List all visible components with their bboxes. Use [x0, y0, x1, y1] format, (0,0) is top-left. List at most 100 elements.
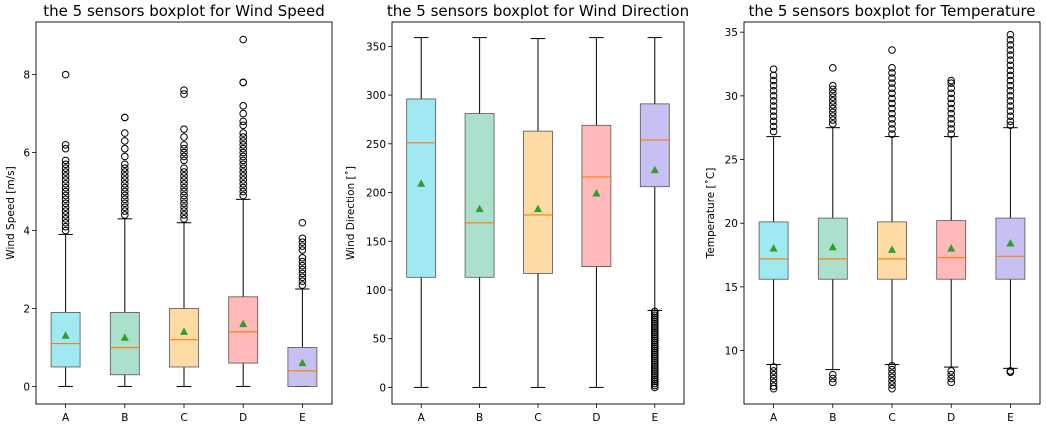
outlier-point — [769, 363, 778, 371]
outlier-point — [61, 172, 70, 180]
box-B — [817, 64, 848, 387]
x-tick-label: D — [239, 412, 247, 424]
outlier-point — [121, 191, 129, 200]
outlier-point — [769, 117, 778, 126]
outlier-point — [769, 382, 778, 390]
outlier-point — [298, 281, 307, 289]
outlier-point — [651, 323, 659, 331]
x-tick-label: A — [62, 412, 70, 424]
outlier-point — [61, 187, 70, 196]
outlier-point — [61, 218, 70, 227]
outlier-point — [888, 69, 896, 77]
mean-marker — [947, 244, 956, 252]
outlier-point — [298, 269, 307, 278]
outlier-point — [888, 74, 896, 82]
outlier-point — [1006, 30, 1015, 39]
outlier-point — [888, 84, 896, 93]
outlier-point — [947, 370, 956, 379]
outlier-point — [769, 367, 778, 375]
outlier-point — [239, 168, 247, 176]
outlier-point — [1006, 102, 1015, 110]
y-tick-label: 100 — [366, 285, 386, 297]
outlier-point — [180, 199, 188, 208]
mean-marker — [120, 333, 129, 341]
outlier-point — [180, 172, 188, 180]
mean-marker — [417, 179, 426, 187]
outlier-point — [829, 81, 837, 90]
outlier-point — [61, 226, 70, 235]
outlier-point — [239, 164, 247, 172]
outlier-point — [888, 94, 896, 103]
box-body — [287, 347, 318, 387]
outlier-point — [298, 277, 307, 286]
box-B — [464, 37, 495, 388]
y-tick-label: 15 — [725, 282, 738, 294]
outlier-point — [121, 129, 129, 137]
outlier-point — [947, 79, 956, 87]
chart-panel-2: the 5 sensors boxplot for Wind Direction… — [345, 2, 689, 424]
outlier-point — [651, 383, 659, 392]
y-tick-label: 300 — [366, 90, 386, 102]
box-D — [936, 76, 967, 387]
outlier-point — [121, 187, 129, 196]
outlier-point — [180, 86, 188, 95]
outlier-point — [829, 93, 837, 101]
outlier-point — [1006, 86, 1015, 95]
outlier-point — [121, 211, 129, 219]
box-body — [639, 103, 670, 188]
mean-marker — [61, 331, 70, 339]
x-tick-label: D — [947, 412, 955, 424]
outlier-point — [61, 207, 70, 215]
outlier-point — [829, 89, 837, 98]
outlier-point — [1006, 112, 1015, 121]
outlier-point — [61, 168, 70, 176]
y-axis-label: Wind Direction [˚] — [345, 166, 357, 260]
box-E — [639, 37, 670, 392]
outlier-point — [239, 121, 247, 130]
box-body — [406, 98, 437, 278]
box-body — [228, 296, 259, 364]
outlier-point — [829, 112, 837, 121]
x-tick-label: E — [299, 412, 306, 424]
outlier-point — [829, 370, 837, 379]
outlier-point — [888, 64, 896, 72]
chart-panel-1: the 5 sensors boxplot for Wind Speed Wind… — [5, 2, 333, 424]
outlier-point — [239, 176, 247, 184]
y-tick-label: 4 — [23, 226, 30, 238]
y-tick-label: 20 — [725, 218, 738, 230]
outlier-point — [947, 109, 956, 118]
outlier-point — [769, 370, 778, 379]
outlier-point — [769, 112, 778, 121]
outlier-point — [180, 144, 188, 153]
outlier-point — [239, 102, 247, 110]
outlier-point — [180, 164, 188, 172]
outlier-point — [239, 172, 247, 180]
outlier-point — [239, 133, 247, 141]
outlier-point — [829, 116, 837, 124]
outlier-point — [121, 176, 129, 184]
outlier-point — [1006, 41, 1015, 49]
outlier-point — [61, 215, 70, 223]
outlier-point — [651, 350, 659, 359]
outlier-point — [239, 148, 247, 157]
outlier-point — [651, 381, 659, 390]
outlier-point — [239, 179, 247, 188]
outlier-point — [888, 120, 896, 128]
outlier-point — [651, 346, 659, 355]
outlier-point — [651, 338, 659, 347]
x-tick-label: A — [770, 412, 778, 424]
box-body — [50, 311, 81, 368]
outlier-point — [651, 364, 659, 372]
box-body — [109, 311, 140, 376]
mean-marker — [650, 165, 659, 174]
outlier-point — [61, 164, 70, 172]
outlier-point — [769, 107, 778, 115]
outlier-point — [298, 265, 307, 274]
outlier-point — [947, 367, 956, 375]
outlier-point — [180, 125, 188, 133]
box-D — [581, 37, 612, 388]
outlier-point — [1006, 71, 1015, 80]
outlier-point — [888, 46, 896, 54]
outlier-point — [651, 329, 659, 337]
outlier-point — [121, 172, 129, 180]
